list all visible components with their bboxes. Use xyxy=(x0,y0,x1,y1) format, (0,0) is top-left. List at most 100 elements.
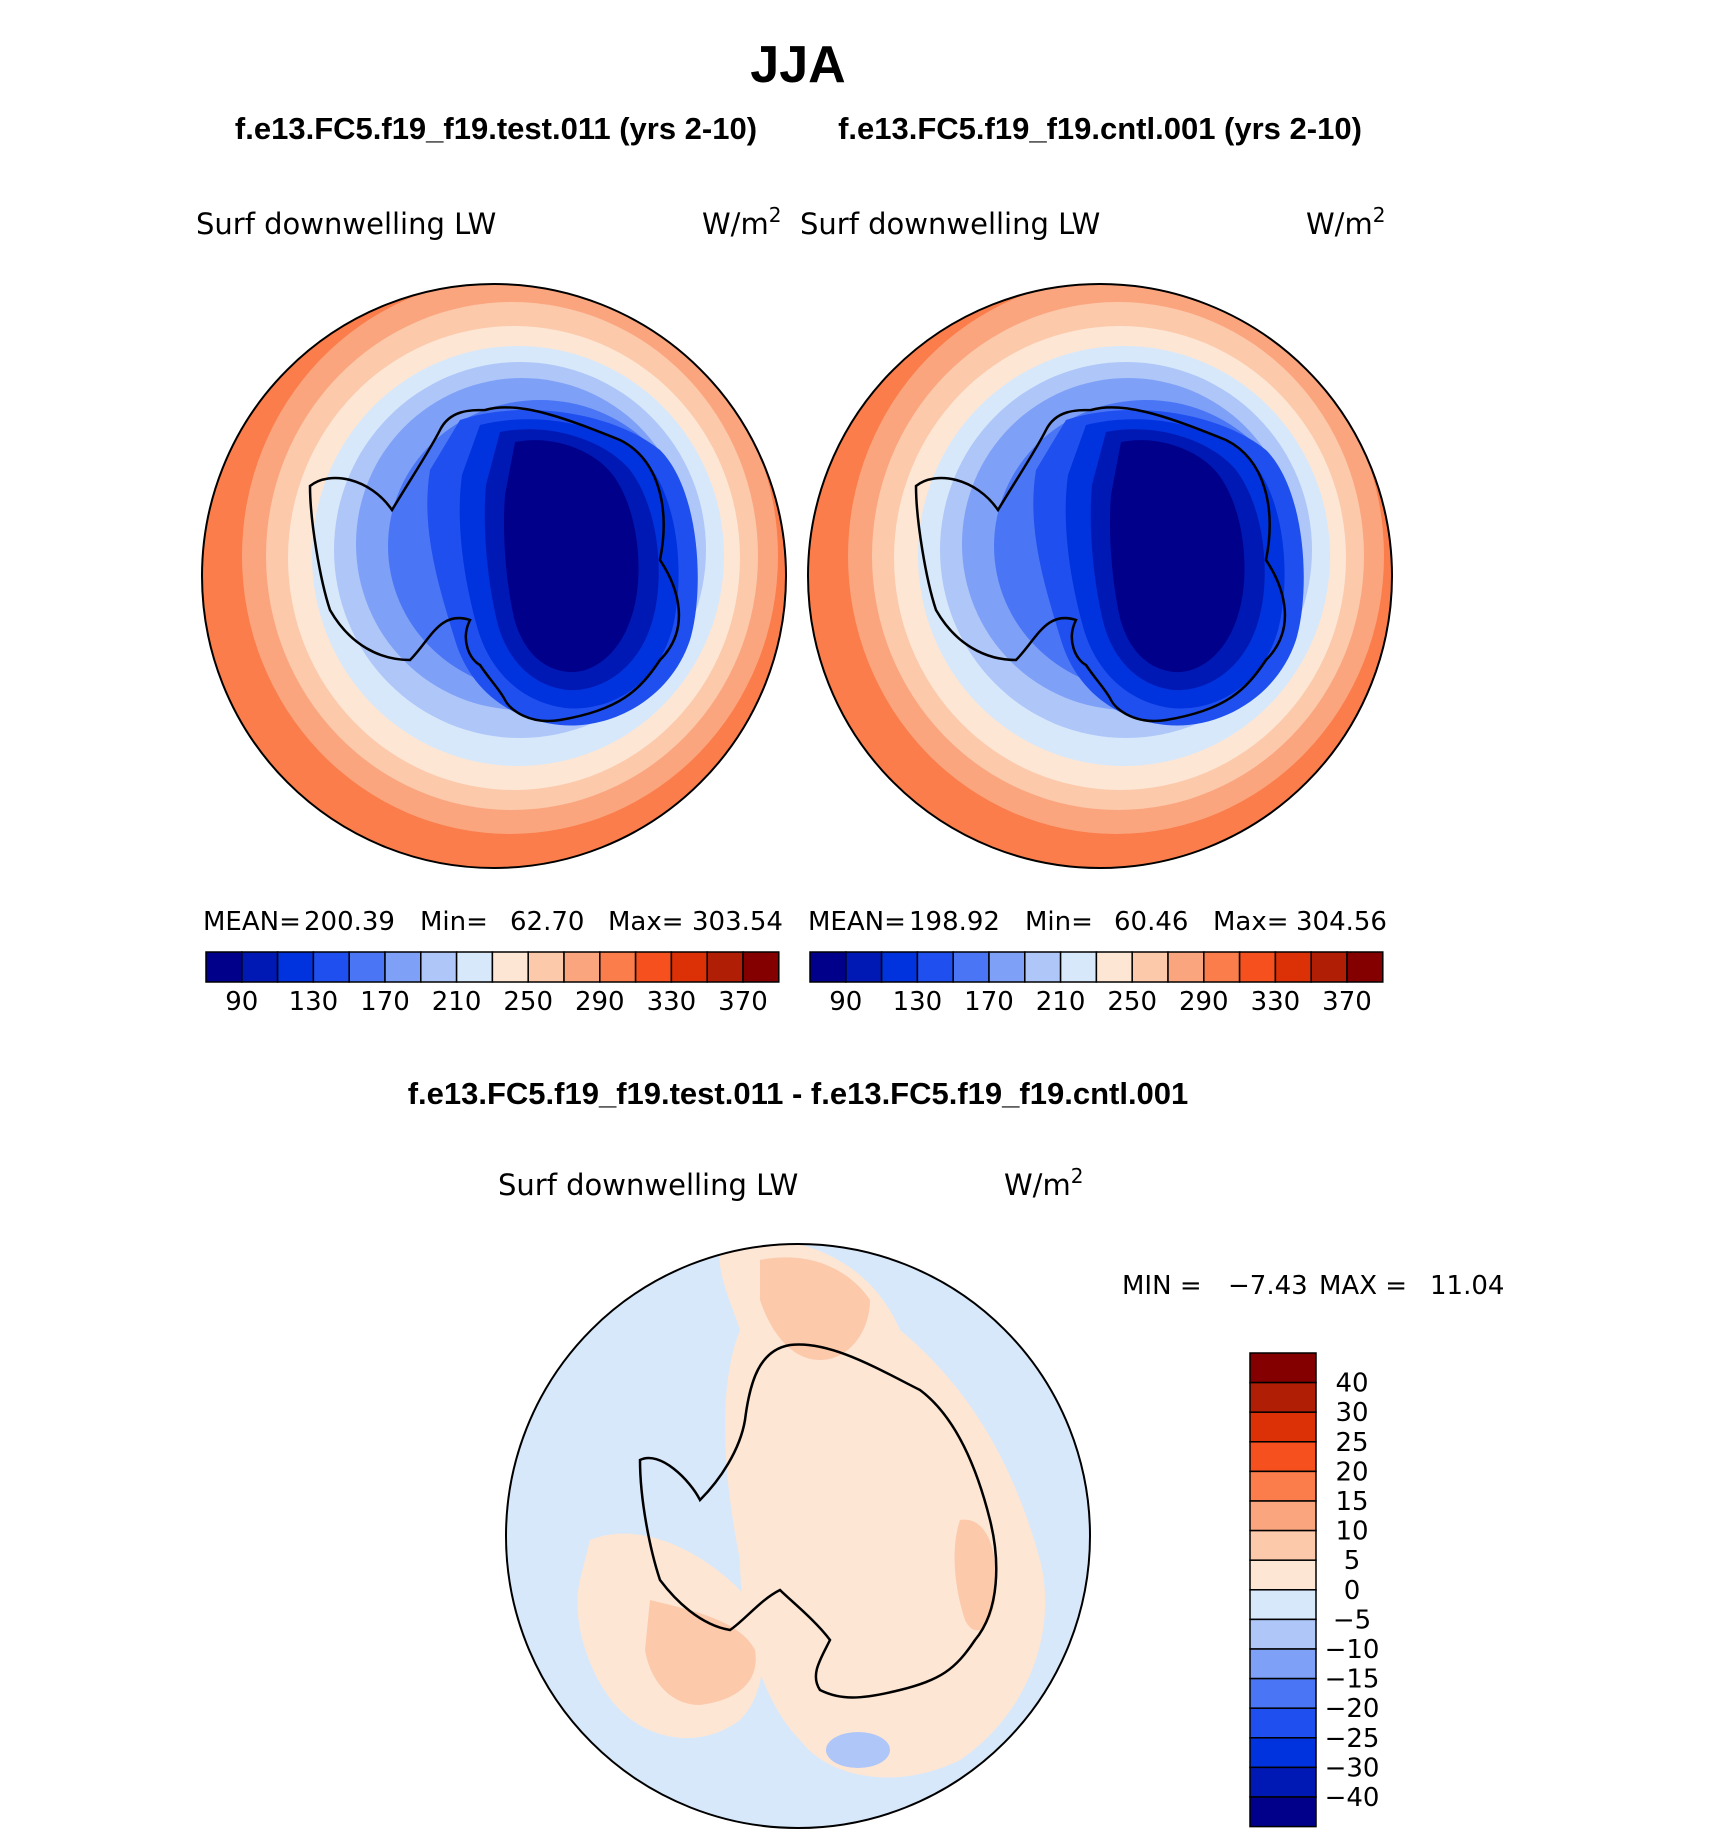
cntl-colorbar-box xyxy=(916,951,954,983)
diff-colorbar-box xyxy=(1249,1411,1317,1443)
cntl-colorbar-tick-label: 170 xyxy=(964,987,1014,1017)
diff-colorbar-tick-label: −25 xyxy=(1325,1724,1380,1754)
cntl-stats: MEAN= 198.92 Min= 60.46 Max= 304.56 xyxy=(808,907,1387,937)
diff-colorbar-tick-label: −40 xyxy=(1325,1783,1380,1813)
cntl-colorbar-box xyxy=(1059,951,1098,983)
test-colorbar-box xyxy=(205,951,243,983)
test-colorbar-tick-label: 250 xyxy=(503,987,553,1017)
test-mean-value: 200.39 xyxy=(304,907,395,937)
test-colorbar-tick-label: 370 xyxy=(718,987,768,1017)
cntl-colorbar-box xyxy=(1167,951,1205,983)
cntl-min-label: Min= xyxy=(1025,907,1093,937)
diff-colorbar-tick-label: 20 xyxy=(1335,1457,1368,1487)
diff-stats: MIN = −7.43 MAX = 11.04 xyxy=(1122,1271,1504,1301)
cntl-max-value: 304.56 xyxy=(1296,907,1387,937)
test-case-title: f.e13.FC5.f19_f19.test.011 (yrs 2-10) xyxy=(235,111,757,146)
diff-colorbar-tick-label: −15 xyxy=(1325,1665,1380,1695)
test-colorbar-tick-label: 130 xyxy=(289,987,339,1017)
diff-colorbar-tick-label: −5 xyxy=(1333,1605,1371,1635)
cntl-colorbar-tick-label: 210 xyxy=(1036,987,1086,1017)
cntl-coastline xyxy=(914,406,1287,723)
test-colorbar-box xyxy=(455,951,494,983)
diff-colorbar-box xyxy=(1249,1381,1317,1413)
diff-colorbar-box xyxy=(1249,1529,1317,1561)
test-colorbar-box xyxy=(348,951,386,983)
cntl-colorbar-tick-label: 90 xyxy=(829,987,862,1017)
diff-colorbar-box xyxy=(1249,1707,1317,1739)
diff-colorbar-box xyxy=(1249,1559,1317,1591)
cntl-colorbar: 90 130 170 210 250 290 330 370 xyxy=(809,951,1384,1017)
test-min-label: Min= xyxy=(420,907,488,937)
diff-colorbar-tick-label: 0 xyxy=(1344,1576,1361,1606)
diff-min-value: −7.43 xyxy=(1228,1271,1308,1301)
test-max-value: 303.54 xyxy=(692,907,783,937)
test-colorbar-box xyxy=(742,951,780,983)
diff-colorbar-tick-label: 30 xyxy=(1335,1398,1368,1428)
cntl-units-label: W/m2 xyxy=(1306,203,1385,241)
cntl-case-title: f.e13.FC5.f19_f19.cntl.001 (yrs 2-10) xyxy=(838,111,1362,146)
test-colorbar-box xyxy=(276,951,315,983)
test-colorbar-box xyxy=(241,951,279,983)
diff-max-value: 11.04 xyxy=(1430,1271,1504,1301)
diff-colorbar-tick-label: 10 xyxy=(1335,1517,1368,1547)
main-title: JJA xyxy=(750,36,845,94)
diff-polar-map xyxy=(505,1243,1091,1829)
test-colorbar-box xyxy=(384,951,422,983)
test-colorbar-box xyxy=(634,951,673,983)
cntl-colorbar-tick-label: 330 xyxy=(1251,987,1301,1017)
test-colorbar-box xyxy=(706,951,744,983)
diff-colorbar-box xyxy=(1249,1648,1317,1680)
diff-case-title: f.e13.FC5.f19_f19.test.011 - f.e13.FC5.f… xyxy=(408,1076,1189,1111)
cntl-colorbar-box xyxy=(1274,951,1312,983)
diff-colorbar-box xyxy=(1249,1737,1317,1769)
diff-colorbar-tick-label: −10 xyxy=(1325,1635,1380,1665)
cntl-colorbar-box xyxy=(1131,951,1169,983)
cntl-colorbar-box xyxy=(1203,951,1241,983)
diff-colorbar-tick-label: 15 xyxy=(1335,1487,1368,1517)
test-colorbar-tick-label: 90 xyxy=(225,987,258,1017)
cntl-colorbar-box xyxy=(988,951,1026,983)
diff-colorbar-tick-label: 25 xyxy=(1335,1428,1368,1458)
test-colorbar-tick-label: 290 xyxy=(575,987,625,1017)
test-colorbar-box xyxy=(312,951,350,983)
test-min-value: 62.70 xyxy=(510,907,584,937)
diff-colorbar-box xyxy=(1249,1470,1317,1502)
test-colorbar-tick-label: 170 xyxy=(360,987,410,1017)
cntl-colorbar-tick-label: 250 xyxy=(1107,987,1157,1017)
test-mean-label: MEAN= xyxy=(203,907,301,937)
test-colorbar-box xyxy=(527,951,565,983)
cntl-colorbar-tick-label: 130 xyxy=(893,987,943,1017)
diff-colorbar-box xyxy=(1249,1589,1317,1621)
test-units-label: W/m2 xyxy=(702,203,781,241)
diff-colorbar-tick-label: 40 xyxy=(1335,1369,1368,1399)
test-coastline xyxy=(308,406,681,723)
cntl-colorbar-tick-label: 370 xyxy=(1322,987,1372,1017)
diff-max-label: MAX = xyxy=(1319,1271,1407,1301)
test-colorbar-box xyxy=(563,951,601,983)
diff-variable-label: Surf downwelling LW xyxy=(498,1168,798,1202)
cntl-polar-map xyxy=(807,283,1393,869)
diff-colorbar-box xyxy=(1249,1500,1317,1532)
diff-colorbar-tick-label: 5 xyxy=(1344,1546,1361,1576)
cntl-colorbar-box xyxy=(880,951,919,983)
cntl-colorbar-box xyxy=(809,951,847,983)
diff-colorbar-box xyxy=(1249,1441,1317,1473)
diff-colorbar-box xyxy=(1249,1796,1317,1828)
test-stats: MEAN= 200.39 Min= 62.70 Max= 303.54 xyxy=(203,907,783,937)
cntl-min-value: 60.46 xyxy=(1114,907,1188,937)
diff-colorbar-box xyxy=(1249,1766,1317,1798)
diff-units-label: W/m2 xyxy=(1004,1164,1083,1202)
diff-min-label: MIN = xyxy=(1122,1271,1202,1301)
cntl-variable-label: Surf downwelling LW xyxy=(800,207,1100,241)
test-colorbar: 90 130 170 210 250 290 330 370 xyxy=(205,951,780,1017)
test-colorbar-tick-label: 330 xyxy=(647,987,697,1017)
diff-colorbar-tick-label: −30 xyxy=(1325,1753,1380,1783)
diff-colorbar-box xyxy=(1249,1352,1317,1384)
diff-colorbar-box xyxy=(1249,1618,1317,1650)
test-max-label: Max= xyxy=(608,907,684,937)
cntl-colorbar-box xyxy=(1095,951,1133,983)
diff-colorbar-box xyxy=(1249,1677,1317,1709)
cntl-colorbar-box xyxy=(1024,951,1062,983)
